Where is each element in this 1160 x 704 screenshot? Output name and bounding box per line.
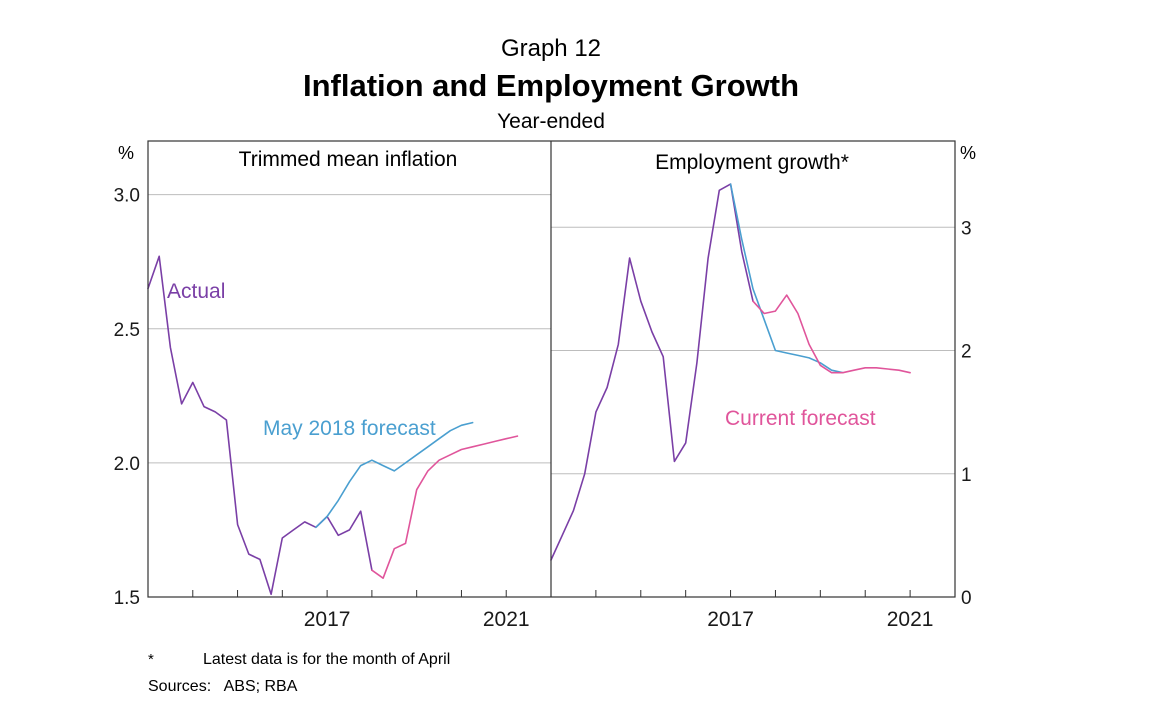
footnote-marker: * (148, 651, 154, 668)
y-tick-label-p1-3: 3 (961, 218, 972, 239)
right-y-unit: % (960, 143, 976, 163)
left-y-unit: % (118, 143, 134, 163)
sources-text: Sources: ABS; RBA (148, 678, 298, 695)
series-line-p1-actual (550, 183, 754, 561)
y-tick-label-p0-2: 2.5 (114, 320, 140, 341)
chart-subtitle: Year-ended (497, 110, 605, 133)
right-panel-title: Employment growth* (655, 151, 849, 174)
x-tick-label-p0-0: 2017 (304, 608, 351, 631)
x-tick-label-p1-0: 2017 (707, 608, 754, 631)
annotation-current-forecast: Current forecast (725, 407, 876, 430)
series-line-p1-may2018_forecast (729, 183, 844, 374)
y-tick-label-p1-2: 2 (961, 342, 972, 363)
graph-number: Graph 12 (501, 35, 601, 62)
series-line-p0-actual (147, 255, 373, 596)
x-tick-label-p0-1: 2021 (483, 608, 530, 631)
series-line-p0-current_forecast (371, 435, 519, 580)
series-line-p1-current_forecast (752, 294, 911, 374)
footnote-text: Latest data is for the month of April (203, 651, 450, 668)
left-panel-title: Trimmed mean inflation (239, 148, 458, 171)
x-tick-label-p1-1: 2021 (887, 608, 934, 631)
annotation-actual: Actual (167, 280, 225, 303)
annotation-may2018-forecast: May 2018 forecast (263, 417, 436, 440)
y-tick-label-p1-0: 0 (961, 588, 972, 609)
series-line-p0-may2018_forecast (315, 421, 474, 529)
chart-title: Inflation and Employment Growth (303, 68, 799, 103)
y-tick-label-p1-1: 1 (961, 465, 972, 486)
y-tick-label-p0-0: 1.5 (114, 588, 140, 609)
y-tick-label-p0-1: 2.0 (114, 454, 140, 475)
y-tick-label-p0-3: 3.0 (114, 186, 140, 207)
